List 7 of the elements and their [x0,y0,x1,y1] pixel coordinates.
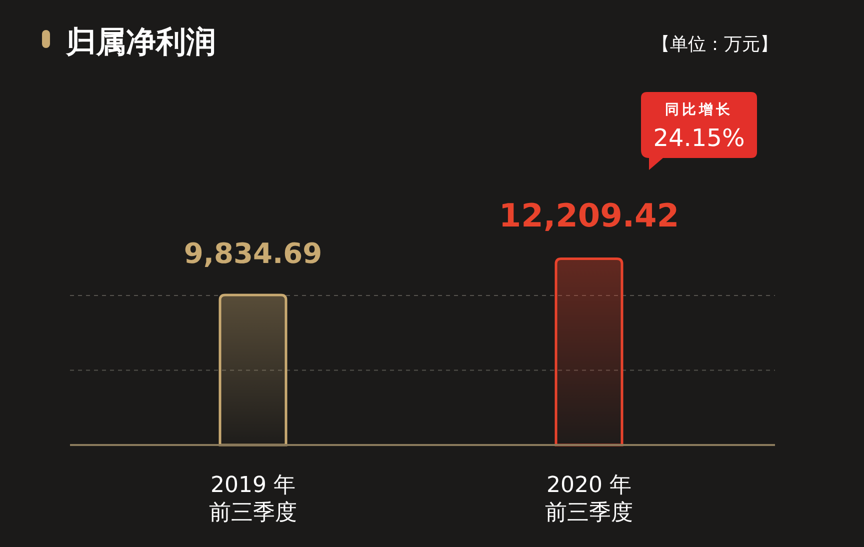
chart-subtitle: 【单位：万元】 [652,34,778,55]
data-label: 12,209.42 [498,196,680,235]
text: 同比增长 24.15% [653,102,745,152]
x-tick-label: 2020 年前三季度 [545,473,633,526]
data-label: 9,834.69 [184,236,322,270]
chart-title: 归属净利润 [65,25,216,60]
x-tick-label: 2019 年前三季度 [209,473,297,526]
